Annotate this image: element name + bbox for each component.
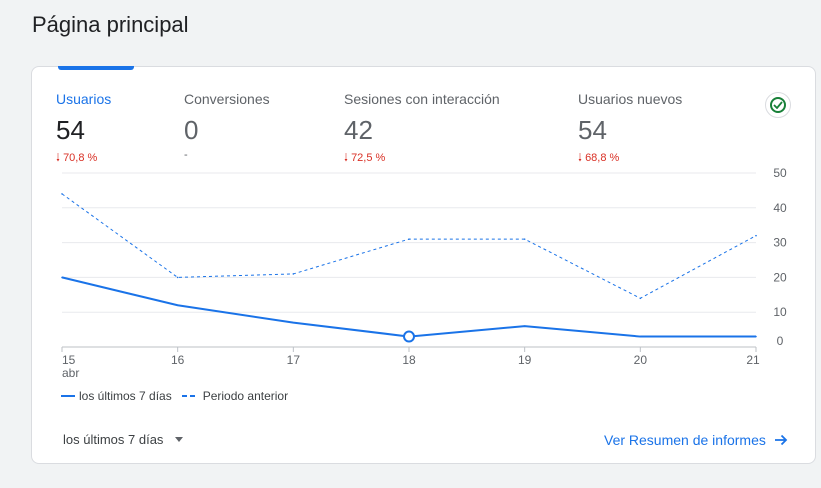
data-point: [176, 304, 179, 307]
x-tick-label: 16: [171, 353, 185, 367]
legend-current: los últimos 7 días: [79, 389, 172, 403]
arrow-down-icon: 🠓: [56, 152, 60, 164]
line-chart: 0 10 20 30 40 50 15 16 17 18 19 20 21 abr: [61, 166, 787, 380]
page-title: Página principal: [32, 12, 189, 37]
data-point: [755, 234, 757, 237]
y-tick-label: 20: [773, 270, 787, 284]
y-tick-label: 50: [773, 166, 787, 180]
arrow-down-icon: 🠓: [578, 152, 582, 164]
metric-value: 0: [184, 115, 199, 145]
x-tick-sublabel: abr: [62, 366, 79, 380]
metric-value: 54: [578, 115, 607, 145]
y-tick-label: 0: [777, 334, 784, 348]
data-point: [408, 238, 410, 240]
metric-delta: -: [184, 149, 188, 161]
date-range-dropdown[interactable]: los últimos 7 días: [63, 432, 184, 447]
active-tab-indicator: [58, 66, 134, 70]
x-tick-label: 17: [287, 353, 301, 367]
metric-new-users[interactable]: Usuarios nuevos 54 🠓 68,8 %: [578, 91, 682, 168]
view-reports-link[interactable]: Ver Resumen de informes: [604, 432, 788, 448]
metric-label: Usuarios nuevos: [578, 91, 683, 107]
metric-engaged-sessions[interactable]: Sesiones con interacción 42 🠓 72,5 %: [344, 91, 500, 168]
data-point: [639, 335, 642, 338]
metric-value: 54: [56, 115, 85, 145]
highlight-point: [403, 330, 415, 343]
metric-value: 42: [344, 115, 373, 145]
arrow-down-icon: 🠓: [344, 152, 348, 164]
x-tick-label: 18: [402, 353, 416, 367]
data-point: [292, 321, 295, 324]
view-reports-label: Ver Resumen de informes: [604, 432, 766, 448]
metric-delta: 🠓 72,5 %: [344, 152, 386, 164]
legend-dashed-swatch: [181, 395, 198, 397]
metric-conversions[interactable]: Conversiones 0 -: [184, 91, 270, 161]
legend-previous: Periodo anterior: [202, 389, 289, 403]
metric-label: Sesiones con interacción: [344, 91, 500, 107]
data-point: [292, 273, 295, 275]
caret-down-icon: [175, 437, 184, 442]
y-tick-label: 10: [773, 305, 787, 319]
x-tick-label: 20: [634, 353, 648, 367]
series-previous-line: [61, 193, 757, 299]
data-point: [61, 193, 63, 195]
data-point: [176, 276, 179, 279]
data-point: [639, 297, 642, 300]
data-point: [523, 325, 526, 327]
metric-label: Conversiones: [184, 91, 270, 107]
check-circle-icon[interactable]: [765, 92, 791, 118]
y-tick-label: 40: [773, 201, 787, 215]
x-tick-label: 15: [62, 353, 76, 367]
x-tick-label: 19: [518, 353, 532, 367]
legend-solid-swatch: [61, 395, 75, 397]
metric-label: Usuarios: [56, 91, 112, 107]
chart-legend: los últimos 7 días Periodo anterior: [61, 389, 288, 403]
x-tick-label: 21: [746, 353, 760, 367]
y-tick-label: 30: [773, 236, 787, 250]
metric-delta: 🠓 70,8 %: [56, 152, 98, 164]
data-point: [523, 238, 526, 240]
series-current-line: [61, 276, 756, 338]
summary-card: Usuarios 54 🠓 70,8 % Conversiones 0 - Se…: [31, 66, 816, 464]
data-point: [755, 335, 757, 338]
metric-users[interactable]: Usuarios 54 🠓 70,8 %: [56, 91, 111, 168]
data-point: [61, 276, 63, 279]
metric-delta: 🠓 68,8 %: [578, 152, 620, 164]
date-range-label: los últimos 7 días: [63, 432, 164, 447]
arrow-right-icon: [774, 434, 788, 446]
